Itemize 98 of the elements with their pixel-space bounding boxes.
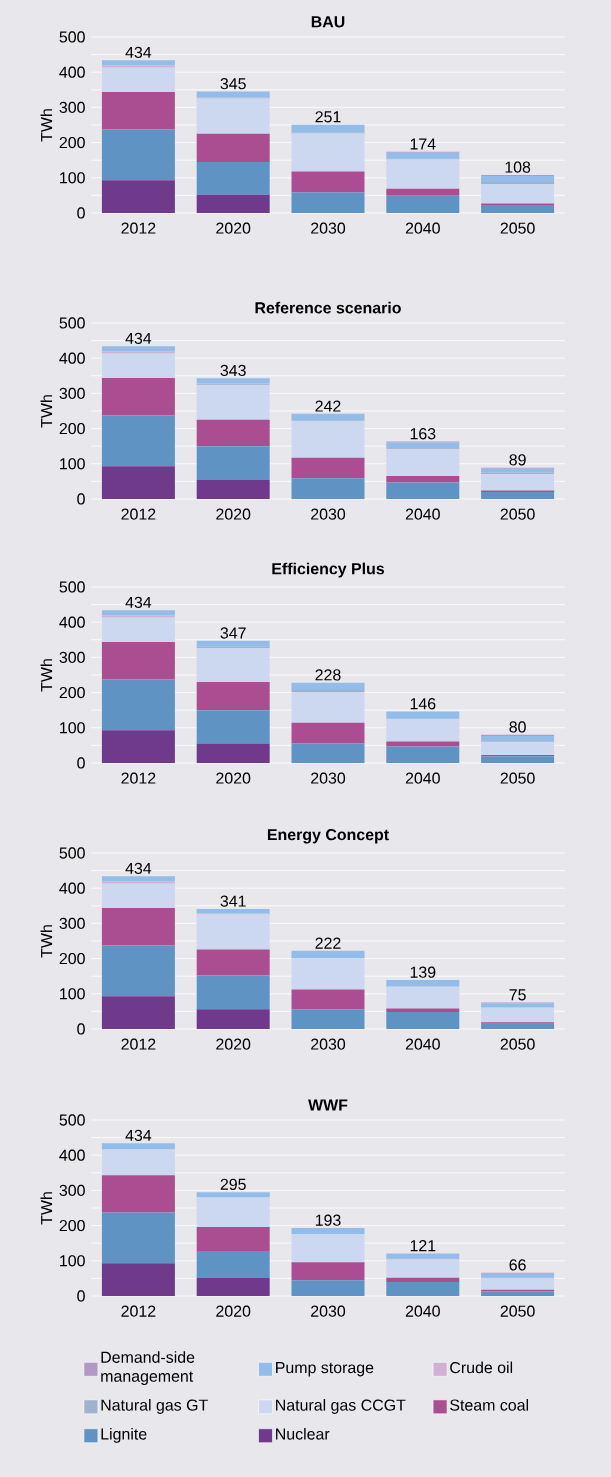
total-label: 434	[125, 332, 152, 345]
total-label: 434	[125, 1129, 152, 1142]
y-tick-label: 500	[59, 581, 85, 593]
legend-label: Steam coal	[450, 1399, 529, 1411]
x-tick-label: 2040	[405, 1038, 440, 1050]
x-tick-label: 2020	[216, 772, 251, 784]
x-tick-label: 2030	[311, 222, 346, 234]
y-tick-label: 400	[59, 1149, 85, 1161]
total-label: 121	[410, 1240, 436, 1252]
x-tick-label: 2012	[121, 1038, 156, 1050]
y-tick-label: 400	[59, 66, 85, 78]
x-tick-label: 2050	[500, 772, 535, 784]
x-tick-label: 2040	[405, 1305, 440, 1317]
total-label: 434	[125, 596, 152, 609]
legend-label: Lignite	[101, 1427, 147, 1443]
y-tick-label: 300	[59, 1184, 85, 1197]
x-tick-label: 2020	[216, 222, 251, 234]
y-tick-label: 300	[59, 651, 85, 664]
x-tick-label: 2040	[405, 772, 440, 784]
y-tick-label: 100	[60, 722, 85, 734]
total-label: 347	[220, 627, 246, 639]
x-tick-label: 2040	[405, 222, 440, 234]
chart-title: WWF	[308, 1099, 348, 1111]
x-tick-label: 2040	[405, 508, 440, 520]
total-label: 228	[315, 669, 341, 681]
legend-label: Pump storage	[276, 1362, 374, 1377]
y-tick-label: 200	[59, 952, 85, 965]
y-axis-title: TWh	[40, 395, 53, 428]
total-label: 108	[505, 161, 531, 173]
total-label: 434	[125, 46, 152, 59]
x-tick-label: 2050	[500, 508, 535, 520]
y-axis-title: TWh	[40, 1192, 53, 1225]
y-tick-label: 0	[77, 1023, 85, 1035]
x-tick-label: 2030	[311, 1038, 346, 1050]
total-label: 341	[220, 895, 246, 907]
total-label: 66	[509, 1259, 526, 1271]
total-label: 242	[315, 400, 341, 412]
total-label: 434	[125, 862, 152, 875]
x-tick-label: 2030	[311, 1305, 346, 1317]
total-label: 345	[220, 78, 246, 90]
y-tick-label: 0	[77, 757, 85, 769]
y-tick-label: 0	[77, 207, 85, 219]
y-tick-label: 100	[60, 172, 85, 184]
y-tick-label: 500	[59, 847, 85, 859]
y-tick-label: 200	[59, 686, 85, 699]
y-tick-label: 500	[59, 31, 85, 43]
y-tick-label: 200	[59, 422, 85, 435]
total-label: 193	[315, 1214, 341, 1226]
y-axis-title: TWh	[40, 659, 53, 692]
legend-label: Natural gas GT	[101, 1399, 208, 1414]
y-tick-label: 200	[59, 1219, 85, 1232]
x-tick-label: 2020	[216, 1038, 251, 1050]
y-tick-label: 100	[60, 1255, 85, 1267]
legend-label: Demand-side management	[101, 1351, 195, 1385]
x-tick-label: 2050	[500, 1305, 535, 1317]
x-tick-label: 2030	[311, 772, 346, 784]
x-tick-label: 2050	[500, 222, 535, 234]
total-label: 295	[220, 1178, 246, 1190]
total-label: 80	[509, 721, 526, 733]
x-tick-label: 2020	[216, 1305, 251, 1317]
y-tick-label: 400	[59, 882, 85, 894]
y-tick-label: 100	[60, 988, 85, 1000]
y-tick-label: 500	[59, 317, 85, 329]
y-axis-title: TWh	[40, 109, 53, 142]
x-tick-label: 2050	[500, 1038, 535, 1050]
total-label: 343	[220, 364, 246, 377]
total-label: 146	[410, 698, 436, 710]
y-tick-label: 400	[59, 616, 85, 628]
x-tick-label: 2030	[311, 508, 346, 520]
y-tick-label: 0	[77, 1290, 85, 1302]
chart-title: BAU	[311, 16, 345, 28]
y-tick-label: 100	[60, 458, 85, 470]
total-label: 89	[509, 454, 526, 466]
chart-title: Efficiency Plus	[272, 562, 385, 578]
total-label: 139	[410, 966, 436, 978]
y-axis-title: TWh	[40, 925, 53, 958]
y-tick-label: 0	[77, 493, 85, 505]
total-label: 251	[315, 111, 341, 123]
x-tick-label: 2012	[121, 772, 156, 784]
x-tick-label: 2020	[216, 508, 251, 520]
y-tick-label: 500	[59, 1114, 85, 1126]
legend-label: Natural gas CCGT	[276, 1399, 406, 1414]
x-tick-label: 2012	[121, 222, 156, 234]
y-tick-label: 200	[59, 136, 85, 149]
legend-label: Crude oil	[450, 1361, 513, 1374]
y-tick-label: 400	[59, 352, 85, 364]
total-label: 222	[315, 937, 341, 949]
total-label: 174	[410, 138, 436, 150]
chart-title: Reference scenario	[255, 301, 401, 314]
total-label: 163	[410, 428, 436, 440]
y-tick-label: 300	[59, 917, 85, 930]
chart-title: Energy Concept	[267, 828, 389, 844]
x-tick-label: 2012	[121, 1305, 156, 1317]
legend-label: Nuclear	[276, 1427, 330, 1440]
x-tick-label: 2012	[121, 508, 156, 520]
total-label: 75	[509, 989, 526, 1001]
y-tick-label: 300	[59, 101, 85, 114]
y-tick-label: 300	[59, 387, 85, 400]
